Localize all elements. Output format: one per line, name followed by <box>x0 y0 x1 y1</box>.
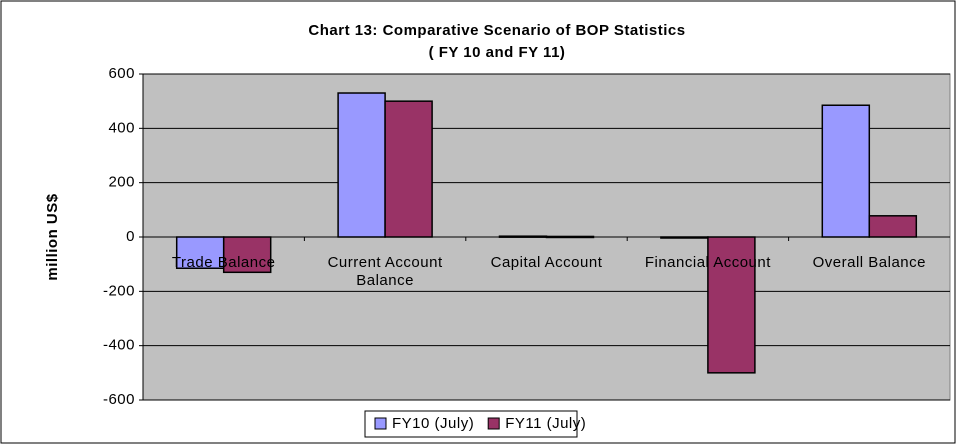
y-tick-label: -600 <box>103 391 135 408</box>
y-axis-label: million US$ <box>44 193 61 280</box>
x-tick-label: Trade Balance <box>171 254 276 271</box>
y-tick-label: 200 <box>108 174 135 191</box>
chart-title: Chart 13: Comparative Scenario of BOP St… <box>308 22 685 39</box>
y-tick-label: -200 <box>103 282 135 299</box>
legend-swatch <box>487 417 500 430</box>
bar <box>384 100 433 238</box>
legend <box>364 410 578 438</box>
legend-label: FY10 (July) <box>392 415 474 432</box>
legend-swatch <box>374 417 387 430</box>
y-tick-label: 0 <box>126 228 135 245</box>
x-tick-label: Current Account Balance <box>327 254 443 289</box>
x-tick-label: Overall Balance <box>812 254 926 271</box>
bar <box>821 104 871 238</box>
bar <box>337 92 386 238</box>
bar <box>222 236 272 274</box>
chart-subtitle: ( FY 10 and FY 11) <box>429 44 566 61</box>
x-tick-label: Financial Account <box>644 254 771 271</box>
x-tick-label: Capital Account <box>490 254 603 271</box>
y-tick-label: 600 <box>108 65 135 82</box>
bar <box>868 215 918 238</box>
bar <box>707 236 756 374</box>
y-tick-label: 400 <box>108 119 135 136</box>
y-tick-label: -400 <box>103 337 135 354</box>
legend-label: FY11 (July) <box>505 415 586 432</box>
bar <box>175 236 225 269</box>
